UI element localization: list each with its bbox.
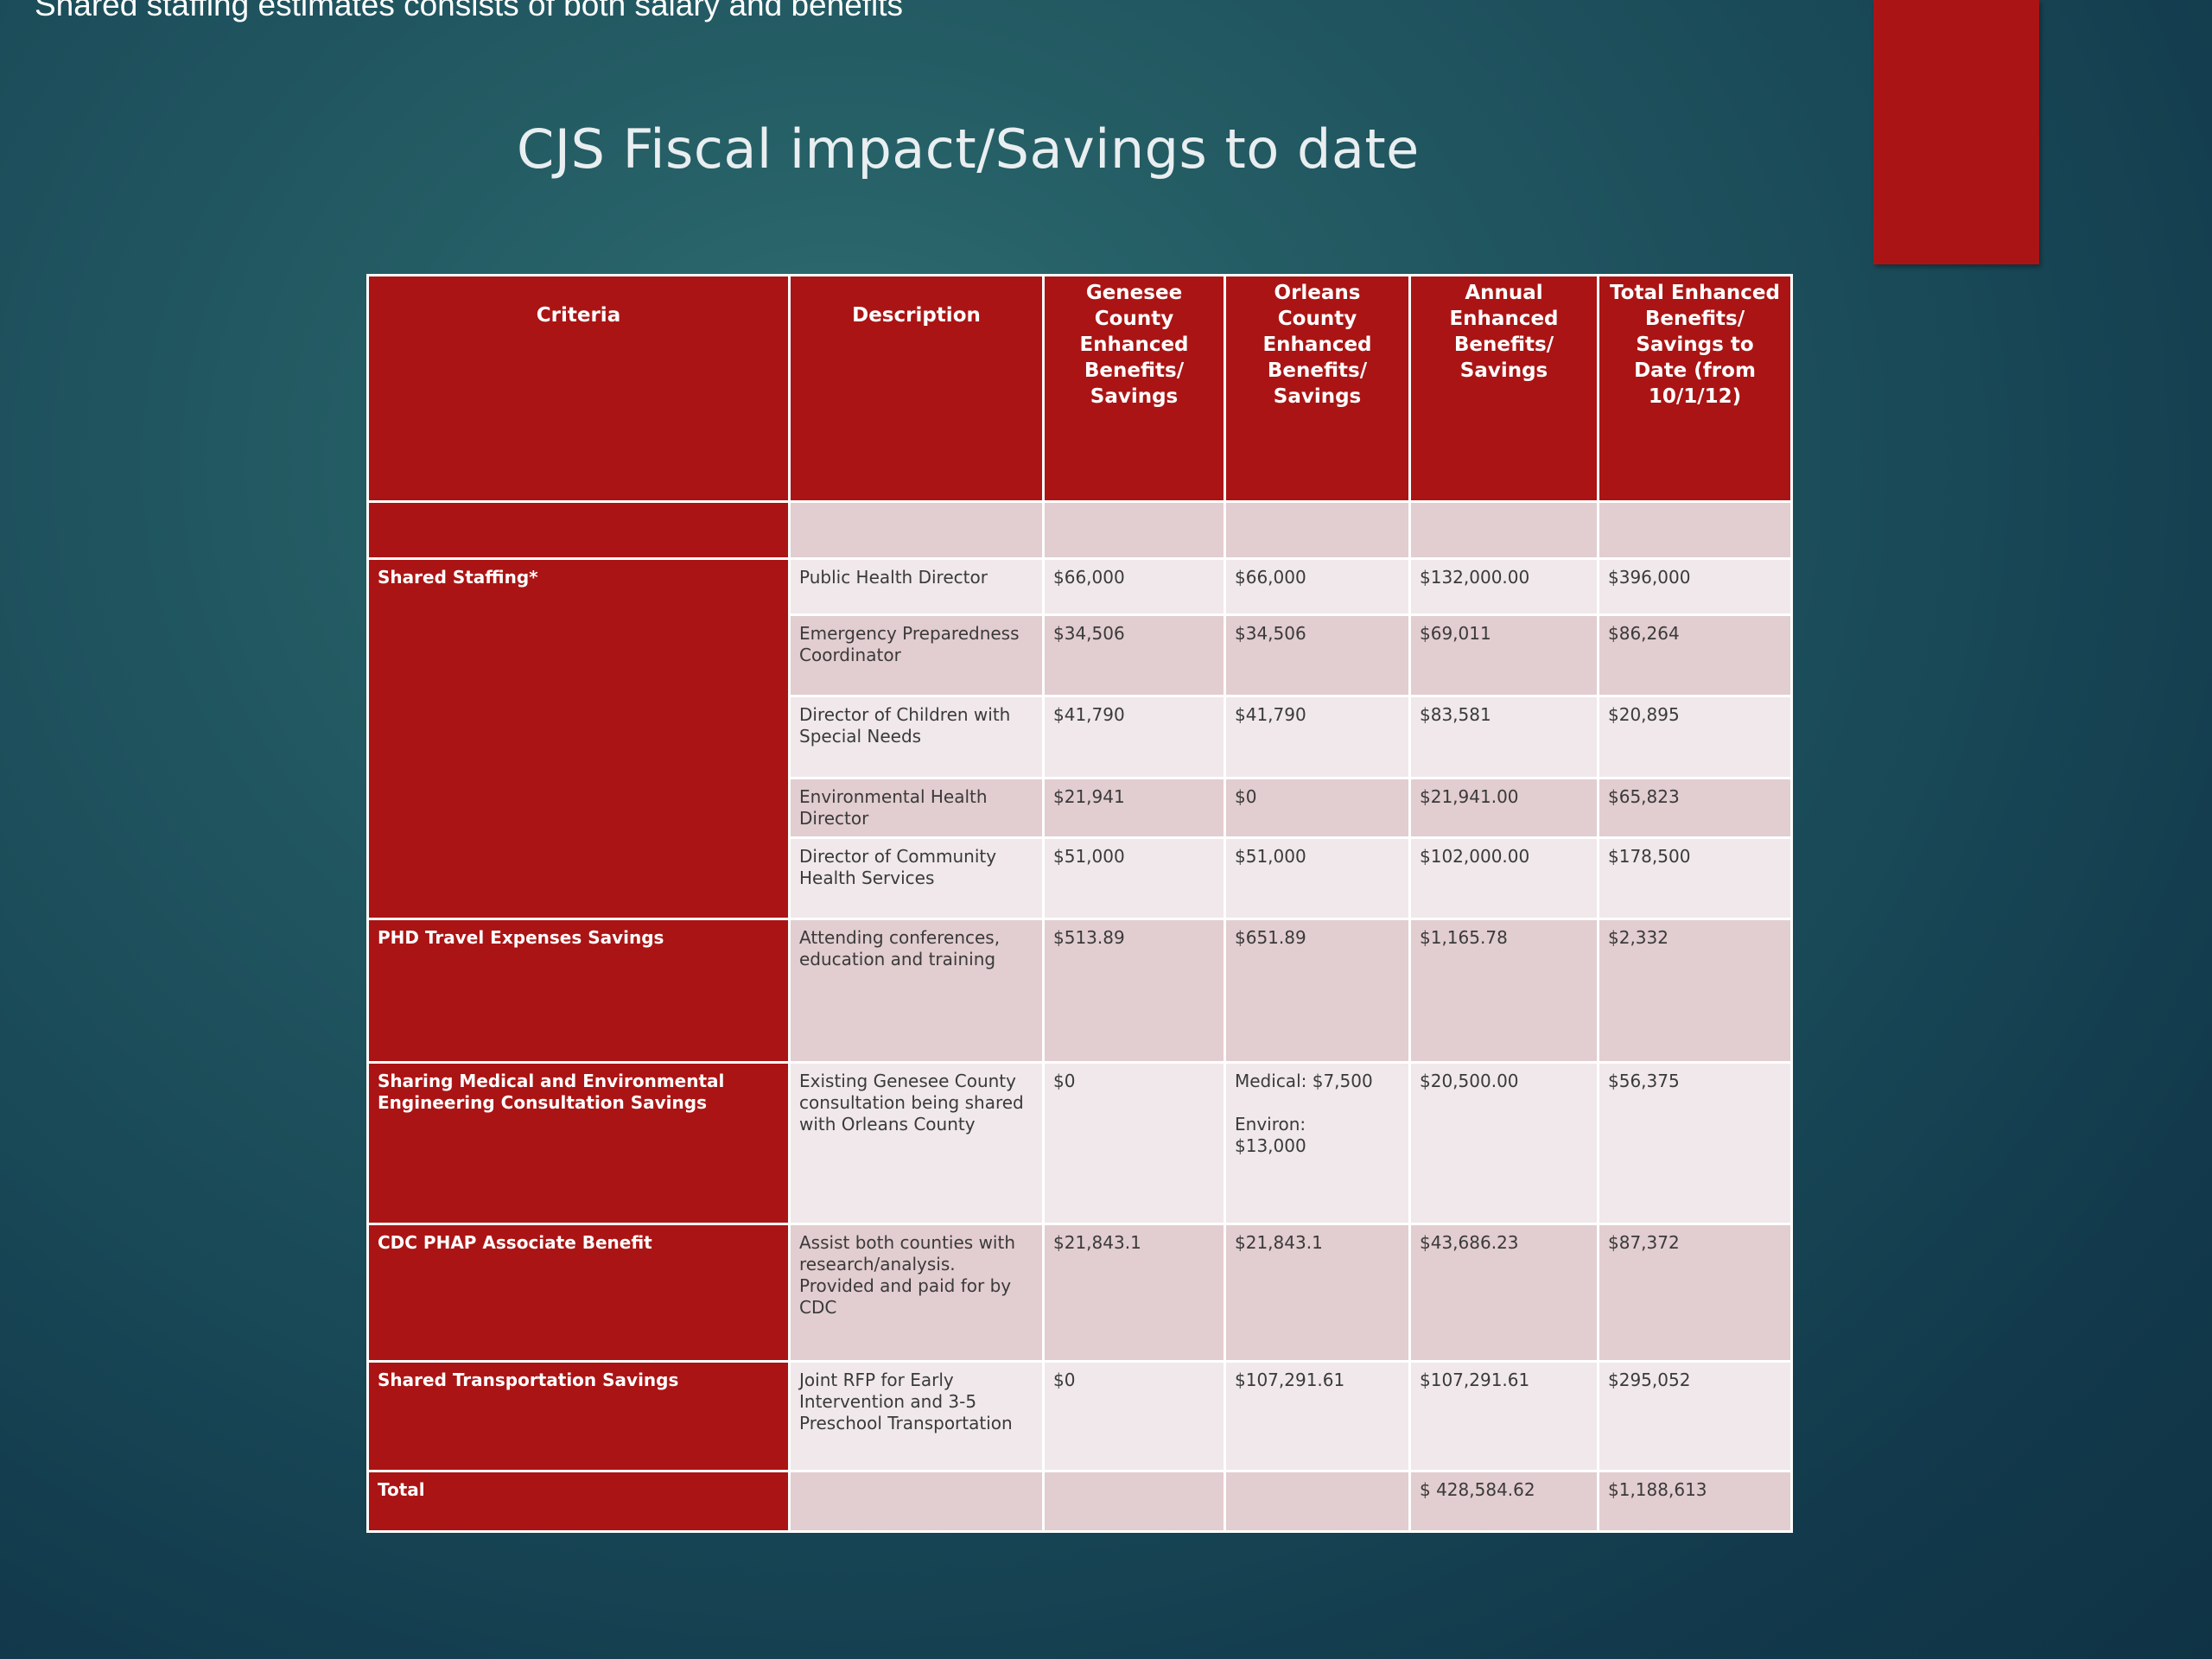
annual-cell: $69,011: [1408, 613, 1599, 698]
description-cell: [788, 1469, 1045, 1534]
genesee-cell: $21,941: [1042, 776, 1226, 839]
table-row: Shared Staffing* Public Health Director …: [366, 557, 1793, 921]
annual-cell: $21,941.00: [1408, 776, 1599, 839]
annual-cell: $102,000.00: [1408, 836, 1599, 921]
table-row: Director of Community Health Services $5…: [368, 836, 1793, 921]
table-cell: [1597, 499, 1793, 561]
table-cell: [788, 499, 1045, 561]
criteria-cell: PHD Travel Expenses Savings: [366, 918, 791, 1065]
header-criteria: Criteria: [366, 274, 791, 503]
genesee-cell: $66,000: [1042, 557, 1226, 616]
total-cell: $65,823: [1597, 776, 1793, 839]
description-cell: Director of Community Health Services: [788, 836, 1045, 921]
orleans-cell: $21,843.1: [1224, 1223, 1411, 1363]
grand-total-cell: $1,188,613: [1597, 1469, 1793, 1534]
total-row: Total $ 428,584.62 $1,188,613: [366, 1469, 1793, 1534]
total-cell: $87,372: [1597, 1223, 1793, 1363]
orleans-cell: $34,506: [1224, 613, 1411, 698]
description-cell: Emergency Preparedness Coordinator: [788, 613, 1045, 698]
total-cell: $295,052: [1597, 1359, 1793, 1472]
total-label-cell: Total: [366, 1469, 791, 1534]
total-cell: $86,264: [1597, 613, 1793, 698]
header-genesee: Genesee County Enhanced Benefits/ Saving…: [1042, 274, 1226, 503]
fiscal-impact-table: Criteria Description Genesee County Enha…: [366, 274, 1793, 1534]
table-cell: [1408, 499, 1599, 561]
criteria-cell: Shared Staffing*: [366, 557, 791, 921]
footnote-text: Shared staffing estimates consists of bo…: [35, 0, 904, 22]
table-row: Sharing Medical and Environmental Engine…: [366, 1061, 1793, 1226]
table-row-blank: [366, 499, 1793, 561]
genesee-cell: $513.89: [1042, 918, 1226, 1065]
table-header-row: Criteria Description Genesee County Enha…: [366, 274, 1793, 503]
orleans-cell: $41,790: [1224, 695, 1411, 779]
annual-cell: $1,165.78: [1408, 918, 1599, 1065]
description-cell: Joint RFP for Early Intervention and 3-5…: [788, 1359, 1045, 1472]
orleans-cell: $66,000: [1224, 557, 1411, 616]
genesee-cell: $34,506: [1042, 613, 1226, 698]
header-description: Description: [788, 274, 1045, 503]
table-row: Shared Transportation Savings Joint RFP …: [366, 1359, 1793, 1472]
annual-cell: $132,000.00: [1408, 557, 1599, 616]
table-row: CDC PHAP Associate Benefit Assist both c…: [366, 1223, 1793, 1363]
criteria-cell: Sharing Medical and Environmental Engine…: [366, 1061, 791, 1226]
annual-cell: $20,500.00: [1408, 1061, 1599, 1226]
header-annual: Annual Enhanced Benefits/ Savings: [1408, 274, 1599, 503]
orleans-cell: $51,000: [1224, 836, 1411, 921]
description-cell: Existing Genesee County consultation bei…: [788, 1061, 1045, 1226]
orleans-cell: $0: [1224, 776, 1411, 839]
genesee-cell: $0: [1042, 1061, 1226, 1226]
total-cell: $20,895: [1597, 695, 1793, 779]
table-row: Environmental Health Director $21,941 $0…: [368, 776, 1793, 839]
orleans-cell: Medical: $7,500 Environ: $13,000: [1224, 1061, 1411, 1226]
criteria-cell: Shared Transportation Savings: [366, 1359, 791, 1472]
accent-bar: [1873, 0, 2039, 264]
criteria-cell: CDC PHAP Associate Benefit: [366, 1223, 791, 1363]
description-cell: Public Health Director: [788, 557, 1045, 616]
genesee-cell: $51,000: [1042, 836, 1226, 921]
annual-cell: $107,291.61: [1408, 1359, 1599, 1472]
description-cell: Attending conferences, education and tra…: [788, 918, 1045, 1065]
total-cell: $396,000: [1597, 557, 1793, 616]
total-cell: $56,375: [1597, 1061, 1793, 1226]
header-orleans: Orleans County Enhanced Benefits/ Saving…: [1224, 274, 1411, 503]
genesee-cell: $41,790: [1042, 695, 1226, 779]
annual-cell: $43,686.23: [1408, 1223, 1599, 1363]
header-total: Total Enhanced Benefits/ Savings to Date…: [1597, 274, 1793, 503]
table-cell: [366, 499, 791, 561]
table-row: PHD Travel Expenses Savings Attending co…: [366, 918, 1793, 1065]
orleans-cell: $107,291.61: [1224, 1359, 1411, 1472]
total-cell: $2,332: [1597, 918, 1793, 1065]
annual-total-cell: $ 428,584.62: [1408, 1469, 1599, 1534]
slide-title: CJS Fiscal impact/Savings to date: [517, 118, 1420, 181]
orleans-cell: [1224, 1469, 1411, 1534]
genesee-cell: [1042, 1469, 1226, 1534]
description-cell: Assist both counties with research/analy…: [788, 1223, 1045, 1363]
genesee-cell: $0: [1042, 1359, 1226, 1472]
total-cell: $178,500: [1597, 836, 1793, 921]
genesee-cell: $21,843.1: [1042, 1223, 1226, 1363]
description-cell: Environmental Health Director: [788, 776, 1045, 839]
table-row: Emergency Preparedness Coordinator $34,5…: [368, 613, 1793, 698]
table-cell: [1224, 499, 1411, 561]
annual-cell: $83,581: [1408, 695, 1599, 779]
description-cell: Director of Children with Special Needs: [788, 695, 1045, 779]
table-row: Director of Children with Special Needs …: [368, 695, 1793, 779]
orleans-cell: $651.89: [1224, 918, 1411, 1065]
table-cell: [1042, 499, 1226, 561]
